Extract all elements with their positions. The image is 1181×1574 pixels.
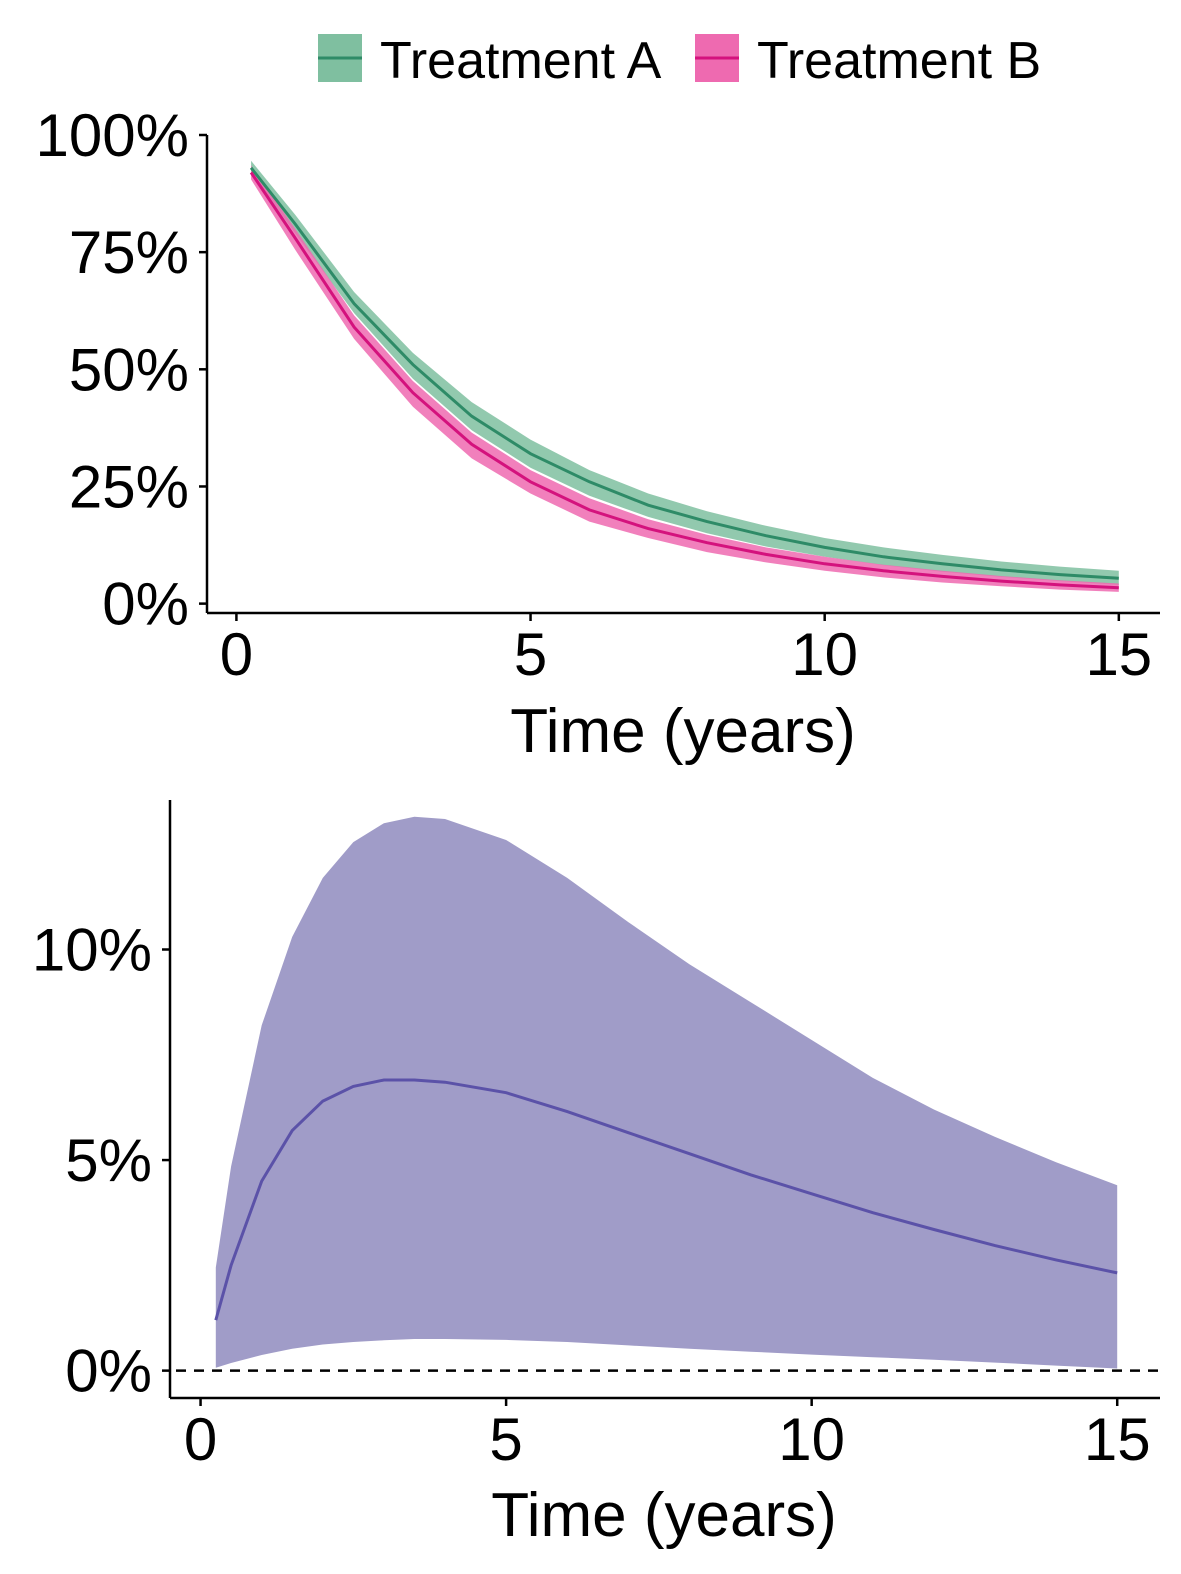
difference-panel: 0 5 10 15 0% 5% 10% bbox=[32, 800, 1160, 1473]
survival-panel: 0 5 10 15 0% 25% 50% 75% 100% bbox=[36, 102, 1160, 688]
y-tick-label: 75% bbox=[69, 219, 189, 286]
x-tick-label: 10 bbox=[778, 1406, 845, 1473]
legend-item-treatment-a: Treatment A bbox=[318, 32, 662, 90]
y-tick-label: 5% bbox=[65, 1127, 152, 1194]
y-tick-label: 25% bbox=[69, 453, 189, 520]
x-tick-label: 10 bbox=[791, 621, 858, 688]
y-tick-label: 100% bbox=[36, 102, 189, 169]
legend-item-treatment-b: Treatment B bbox=[695, 32, 1041, 90]
x-axis-title-bottom: Time (years) bbox=[491, 1481, 837, 1550]
treatment-a-confidence-band bbox=[251, 160, 1119, 585]
treatment-a-line bbox=[249, 166, 1119, 580]
treatment-b-confidence-band bbox=[251, 165, 1119, 592]
legend-label-treatment-b: Treatment B bbox=[757, 32, 1041, 90]
x-tick-label: 15 bbox=[1085, 621, 1152, 688]
y-tick-label: 0% bbox=[65, 1338, 152, 1405]
x-tick-label: 5 bbox=[514, 621, 547, 688]
x-tick-label: 0 bbox=[220, 621, 253, 688]
treatment-b-line bbox=[249, 171, 1119, 590]
x-tick-label: 0 bbox=[184, 1406, 217, 1473]
legend-label-treatment-a: Treatment A bbox=[380, 32, 662, 90]
y-tick-label: 10% bbox=[32, 917, 152, 984]
y-tick-label: 50% bbox=[69, 336, 189, 403]
difference-confidence-band bbox=[215, 816, 1118, 1369]
x-tick-label: 15 bbox=[1084, 1406, 1151, 1473]
difference-line bbox=[214, 1078, 1118, 1321]
x-tick-label: 5 bbox=[489, 1406, 522, 1473]
y-tick-label: 0% bbox=[102, 571, 189, 638]
legend: Treatment A Treatment B bbox=[318, 32, 1041, 90]
x-axis-title-top: Time (years) bbox=[510, 697, 856, 766]
